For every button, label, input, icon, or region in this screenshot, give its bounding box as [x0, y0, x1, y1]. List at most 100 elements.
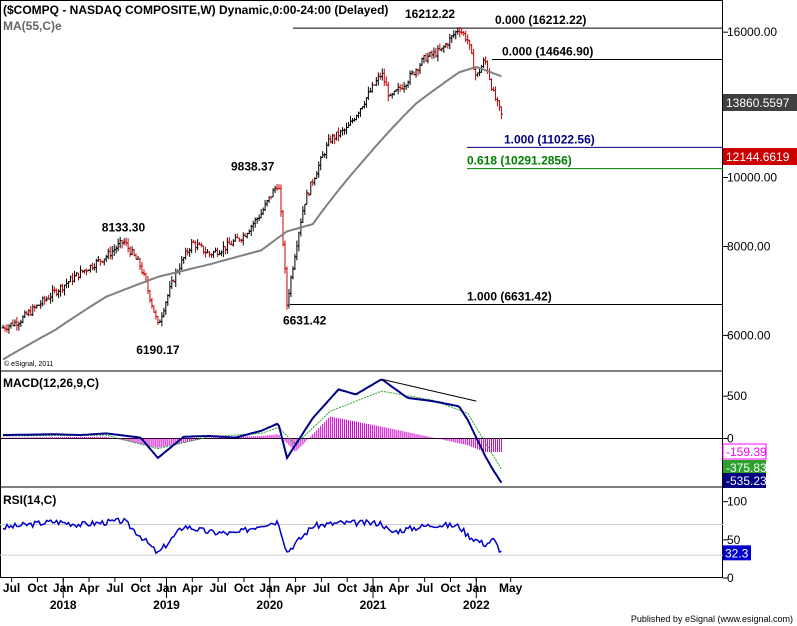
fib-level-label: 0.000 (16212.22)	[495, 13, 586, 27]
price-bar	[104, 254, 108, 263]
price-bar	[51, 285, 55, 302]
copyright-text: © eSignal, 2011	[4, 360, 54, 368]
chart-title: ($COMPQ - NASDAQ COMPOSITE,W) Dynamic,0:…	[3, 3, 388, 17]
macd-signal-line	[3, 390, 502, 470]
price-bar	[247, 229, 251, 235]
x-month-label: Oct	[440, 581, 460, 595]
price-bar	[301, 206, 305, 223]
fib-level-label: 0.618 (10291.2856)	[467, 154, 572, 168]
price-bar	[92, 263, 96, 271]
price-bar	[406, 80, 410, 88]
price-bar	[335, 131, 339, 141]
price-bar	[55, 288, 59, 297]
price-bar	[90, 262, 94, 271]
price-bar	[190, 239, 194, 254]
plot-frame	[0, 0, 723, 578]
x-year-label: 2022	[463, 598, 490, 612]
x-month-label: Jul	[416, 581, 433, 595]
price-tick-label: 16000.00	[727, 25, 777, 39]
price-bar	[297, 231, 301, 252]
ma-line	[2, 66, 502, 361]
x-year-label: 2021	[360, 598, 387, 612]
x-month-label: Oct	[131, 581, 151, 595]
price-bar	[231, 238, 235, 247]
price-bar	[5, 324, 9, 333]
price-bar	[291, 266, 295, 280]
x-month-label: Apr	[182, 581, 203, 595]
price-bar	[327, 134, 331, 147]
price-bar	[408, 70, 412, 86]
price-bar	[116, 238, 120, 252]
rsi-title: RSI(14,C)	[3, 493, 56, 507]
price-bar	[358, 107, 362, 117]
price-bar	[233, 233, 237, 242]
price-bar	[305, 189, 309, 205]
price-bar	[57, 289, 61, 299]
price-bar	[215, 247, 219, 258]
price-bar	[418, 62, 422, 75]
price-bar	[410, 70, 414, 76]
price-bar	[285, 266, 289, 310]
macd-line	[2, 378, 503, 484]
price-bar	[484, 56, 488, 65]
price-bar	[337, 127, 341, 142]
price-bar	[341, 127, 345, 136]
price-bar	[315, 171, 319, 180]
price-bar	[488, 68, 492, 81]
current-ma-value: 13860.5597	[726, 96, 790, 110]
x-month-label: Jul	[3, 581, 20, 595]
ma-legend: MA(55,C)e	[3, 19, 62, 33]
price-bar	[374, 77, 378, 87]
price-bar	[219, 250, 223, 257]
x-year-label: 2019	[153, 598, 180, 612]
price-bar	[23, 310, 27, 319]
price-bar	[295, 240, 299, 261]
price-bar	[31, 304, 35, 316]
price-bar	[317, 161, 321, 178]
x-year-label: 2018	[50, 598, 77, 612]
price-bar	[493, 86, 497, 101]
macd-value-box	[723, 473, 766, 488]
x-month-label: Jul	[106, 581, 123, 595]
price-bar	[168, 281, 172, 298]
price-bar	[267, 196, 271, 203]
price-bar	[27, 309, 31, 317]
price-bar	[466, 34, 470, 45]
fib-level-label: 0.000 (14646.90)	[502, 44, 593, 58]
price-bar	[202, 245, 206, 255]
price-panel: 16000.00 10000.00 8000.00 6000.00 0.000 (162…	[1, 7, 797, 361]
price-bar	[188, 248, 192, 257]
price-bar	[448, 33, 452, 50]
x-month-label: Jul	[313, 581, 330, 595]
rsi-tick-label: 0	[727, 571, 734, 585]
price-bar	[118, 236, 122, 249]
price-bar	[321, 151, 325, 159]
price-bar	[499, 106, 503, 120]
rsi-line	[2, 517, 502, 555]
price-bar	[154, 309, 158, 320]
price-bar	[17, 321, 21, 331]
price-bar	[162, 307, 166, 318]
price-bar	[138, 257, 142, 270]
x-month-label: Apr	[79, 581, 100, 595]
price-bar	[223, 246, 227, 255]
price-bar	[200, 242, 204, 248]
rsi-value-box	[723, 545, 751, 561]
x-month-label: Oct	[234, 581, 254, 595]
price-bar	[124, 237, 128, 246]
price-bar	[134, 253, 138, 260]
price-bar	[84, 268, 88, 276]
price-bar	[110, 246, 114, 260]
price-bar	[464, 30, 468, 43]
price-bar	[184, 247, 188, 260]
x-axis: Jul Oct Jan Apr Jul Oct Jan Apr Jul Oct Jan Apr Jul O…	[3, 578, 523, 612]
price-bar	[251, 220, 255, 232]
x-month-label: Oct	[27, 581, 47, 595]
price-bar	[128, 246, 132, 257]
price-bar	[178, 263, 182, 275]
price-bar	[396, 82, 400, 95]
price-bar	[376, 72, 380, 86]
price-bar	[281, 209, 285, 247]
price-bar	[63, 284, 67, 296]
x-month-label: Jul	[209, 581, 226, 595]
